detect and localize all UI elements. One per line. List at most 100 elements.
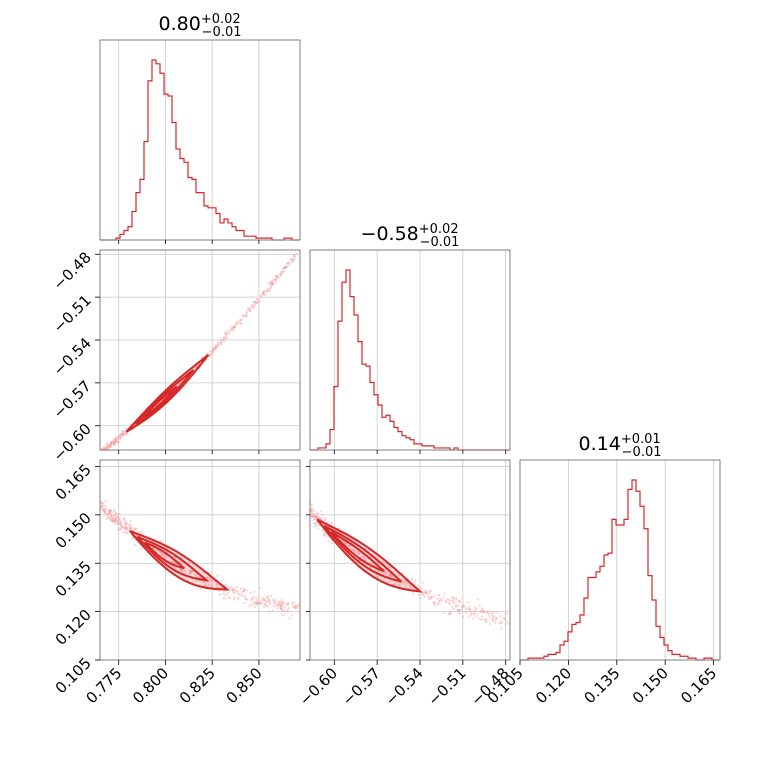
sample-point [324,532,327,535]
sample-point [233,587,236,590]
sample-point [214,347,217,350]
sample-point [236,586,239,589]
sample-point [239,322,242,325]
sample-point [314,517,317,520]
sample-point [438,600,441,603]
sample-point [191,372,194,375]
sample-point [268,289,271,292]
sample-point [124,522,127,525]
sample-point [269,601,272,604]
sample-point [341,539,344,542]
sample-point [391,583,394,586]
x-tick-label: −0.60 [296,664,341,709]
sample-point [380,571,383,574]
x-tick-label: −0.54 [382,664,427,709]
sample-point [399,584,402,587]
sample-point [141,530,144,533]
sample-point [468,608,471,611]
sample-point [136,531,139,534]
sample-point [504,618,507,621]
sample-point [494,618,497,621]
sample-point [114,520,117,523]
sample-point [320,510,323,513]
sample-point [421,593,424,596]
sample-point [118,512,121,515]
sample-point [203,585,206,588]
sample-point [262,292,265,295]
sample-point [319,518,322,521]
sample-point [106,446,109,449]
sample-point [240,322,243,325]
sample-point [105,445,108,448]
sample-point [158,400,161,403]
sample-point [377,563,380,566]
sample-point [101,502,104,505]
sample-point [126,527,129,530]
sample-point [123,526,126,529]
sample-point [282,267,285,270]
sample-point [284,266,287,269]
sample-point [234,325,237,328]
sample-point [309,511,312,514]
sample-point [290,258,293,261]
sample-point [111,442,114,445]
sample-point [160,551,163,554]
sample-point [279,274,282,277]
sample-point [132,535,135,538]
sample-point [485,620,488,623]
sample-point [500,627,503,630]
sample-point [253,590,256,593]
sample-point [244,598,247,601]
sample-point [268,602,271,605]
sample-point [120,520,123,523]
sample-point [215,582,218,585]
sample-point [297,604,300,607]
sample-point [100,505,103,508]
sample-point [163,553,166,556]
sample-point [113,439,116,442]
sample-point [276,602,279,605]
sample-point [388,573,391,576]
sample-point [118,441,121,444]
sample-point [227,592,230,595]
sample-point [224,585,227,588]
sample-point [474,610,477,613]
sample-point [484,619,487,622]
sample-point [200,576,203,579]
sample-point [114,441,117,444]
sample-point [319,517,322,520]
sample-point [482,609,485,612]
sample-point [242,313,245,316]
sample-point [210,353,213,356]
sample-point [263,599,266,602]
sample-point [331,538,334,541]
sample-point [407,581,410,584]
sample-point [261,293,264,296]
histogram-1 [310,269,510,451]
sample-point [171,561,174,564]
sample-point [115,519,118,522]
sample-point [468,615,471,618]
sample-point [483,611,486,614]
sample-point [181,570,184,573]
sample-point [245,589,248,592]
sample-point [462,605,465,608]
sample-point [387,575,390,578]
sample-point [270,595,273,598]
sample-point [312,514,315,517]
sample-point [483,611,486,614]
sample-point [124,528,127,531]
sample-point [281,608,284,611]
sample-point [193,573,196,576]
sample-point [213,580,216,583]
sample-point [243,315,246,318]
sample-point [103,512,106,515]
sample-point [268,599,271,602]
sample-point [128,525,131,528]
sample-point [274,278,277,281]
sample-point [102,508,105,511]
sample-point [274,275,277,278]
sample-point [344,544,347,547]
y-tick-label: −0.51 [50,291,95,336]
sample-point [114,440,117,443]
